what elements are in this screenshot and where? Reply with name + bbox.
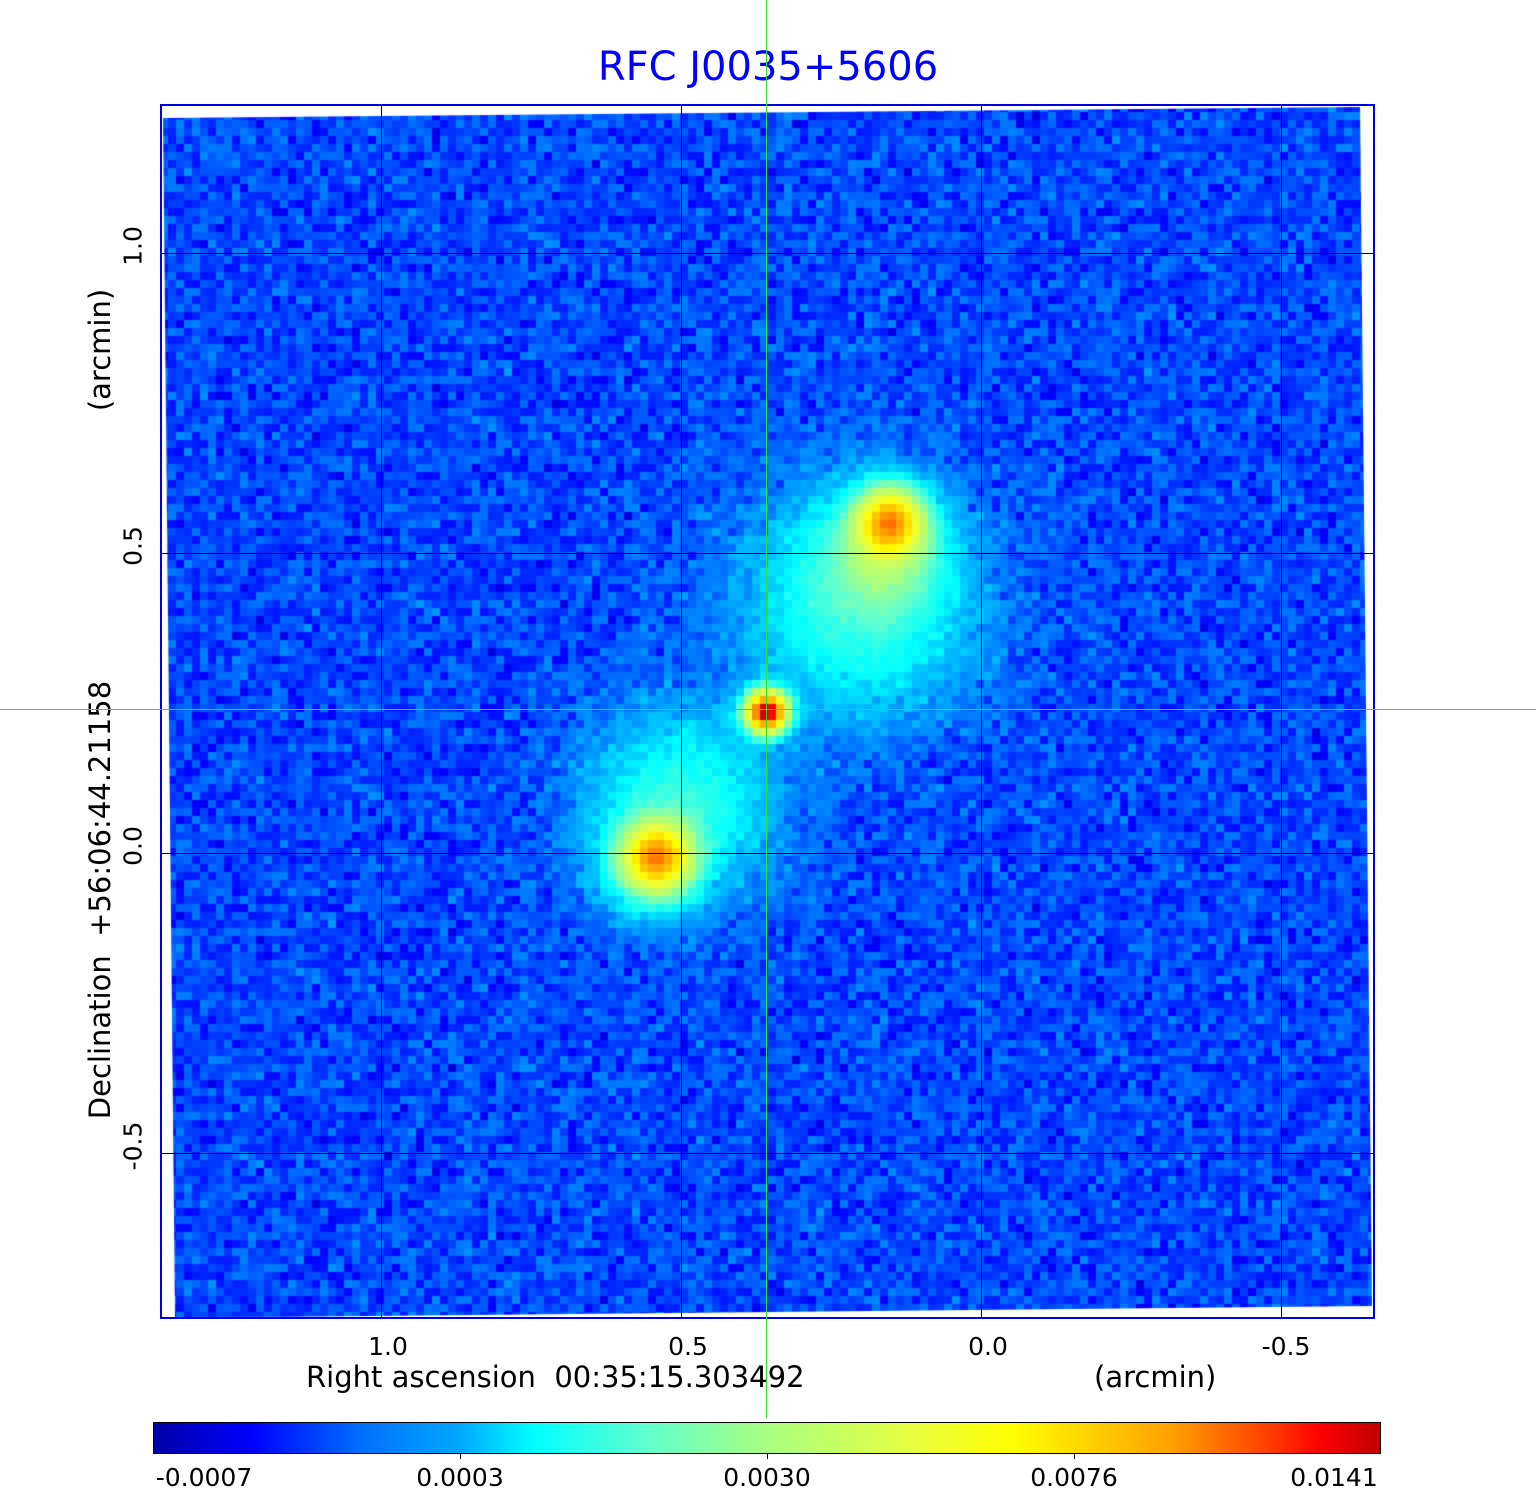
x-tick-label: 0.5	[668, 1332, 708, 1361]
grid-line-vertical	[981, 104, 982, 1319]
crosshair-horizontal	[0, 709, 1536, 710]
intensity-map	[160, 104, 1375, 1319]
grid-line-horizontal	[160, 253, 1375, 254]
x-tick-label: -0.5	[1261, 1332, 1311, 1361]
chart-title: RFC J0035+5606	[597, 44, 939, 90]
colorbar-tick-label: 0.0003	[416, 1463, 504, 1492]
colorbar-tick-label: 0.0141	[1290, 1463, 1378, 1492]
colorbar-tick-label: -0.0007	[155, 1463, 253, 1492]
y-tick-label: -0.5	[118, 1121, 148, 1171]
x-axis-label: Right ascension 00:35:15.303492	[306, 1360, 805, 1394]
colorbar-tick	[460, 1453, 461, 1459]
y-tick-label: 1.0	[118, 226, 148, 266]
grid-line-vertical	[1281, 104, 1282, 1319]
x-tick-label: 0.0	[968, 1332, 1008, 1361]
x-axis-unit: (arcmin)	[1094, 1360, 1217, 1394]
y-tick-label: 0.5	[118, 526, 148, 566]
colorbar-tick	[767, 1453, 768, 1459]
x-tick-label: 1.0	[368, 1332, 408, 1361]
grid-line-horizontal	[160, 1153, 1375, 1154]
colorbar-tick-label: 0.0076	[1030, 1463, 1118, 1492]
plot-frame	[160, 104, 1375, 1319]
y-axis-label: Declination +56:06:44.21158	[83, 680, 117, 1120]
y-tick-label: 0.0	[118, 826, 148, 866]
y-axis-unit: (arcmin)	[83, 288, 117, 412]
grid-line-vertical	[381, 104, 382, 1319]
colorbar-tick	[1074, 1453, 1075, 1459]
colorbar-tick-label: 0.0030	[723, 1463, 811, 1492]
grid-line-horizontal	[160, 553, 1375, 554]
grid-line-horizontal	[160, 853, 1375, 854]
grid-line-vertical	[681, 104, 682, 1319]
colorbar	[153, 1422, 1381, 1454]
